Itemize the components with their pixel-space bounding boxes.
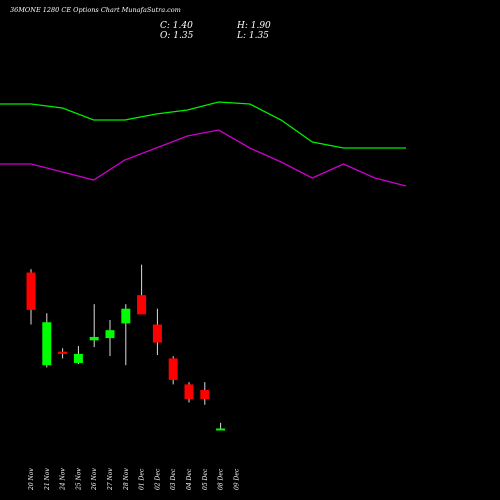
candle-body xyxy=(168,358,178,380)
lower-band-line xyxy=(0,129,407,187)
candle-body xyxy=(26,272,36,310)
close-value: C: 1.40 xyxy=(160,21,193,31)
candle xyxy=(42,313,52,368)
candle xyxy=(58,348,68,359)
x-tick-label: 04 Dec xyxy=(186,468,193,490)
bands-layer xyxy=(0,101,407,187)
candle xyxy=(200,382,210,405)
candle xyxy=(168,356,178,385)
x-tick-label: 28 Nov xyxy=(123,468,130,491)
candle xyxy=(152,308,162,356)
x-tick-label: 08 Dec xyxy=(218,468,225,490)
candles-layer xyxy=(26,264,226,431)
candle-body xyxy=(58,351,68,354)
x-tick-label: 01 Dec xyxy=(139,468,146,490)
candle xyxy=(184,382,194,403)
candle-body xyxy=(184,384,194,400)
candle-body xyxy=(216,428,226,431)
x-tick-label: 20 Nov xyxy=(28,468,35,491)
x-tick-label: 02 Dec xyxy=(154,468,161,490)
upper-band-line xyxy=(0,101,406,149)
candle xyxy=(89,304,99,348)
candle-body xyxy=(105,330,115,339)
x-tick-label: 09 Dec xyxy=(233,468,240,490)
low-value: L: 1.35 xyxy=(237,31,269,41)
open-value: O: 1.35 xyxy=(160,31,194,41)
candle-body xyxy=(200,390,210,400)
candle xyxy=(73,345,83,365)
x-tick-label: 25 Nov xyxy=(75,468,82,491)
candle-body xyxy=(137,295,147,315)
candle-body xyxy=(73,353,83,363)
x-tick-label: 26 Nov xyxy=(91,468,98,491)
candle-body xyxy=(42,322,52,366)
x-tick-label: 05 Dec xyxy=(202,468,209,490)
x-tick-label: 03 Dec xyxy=(170,468,177,490)
chart-title: 36MONE 1280 CE Options Chart MunafaSutra… xyxy=(10,6,181,14)
high-value: H: 1.90 xyxy=(237,21,271,31)
candle-body xyxy=(89,336,99,341)
x-tick-label: 24 Nov xyxy=(60,468,67,491)
candle xyxy=(137,264,147,315)
x-tick-label: 21 Nov xyxy=(44,468,51,491)
candle xyxy=(105,320,115,357)
x-axis-labels: 20 Nov 21 Nov 24 Nov 25 Nov 26 Nov 27 Nov 28 N… xyxy=(28,468,240,491)
candle xyxy=(26,269,36,325)
x-tick-label: 27 Nov xyxy=(107,468,114,491)
candle xyxy=(216,422,226,431)
candle-body xyxy=(121,308,131,324)
candle-body xyxy=(152,324,162,343)
candle xyxy=(121,304,131,366)
